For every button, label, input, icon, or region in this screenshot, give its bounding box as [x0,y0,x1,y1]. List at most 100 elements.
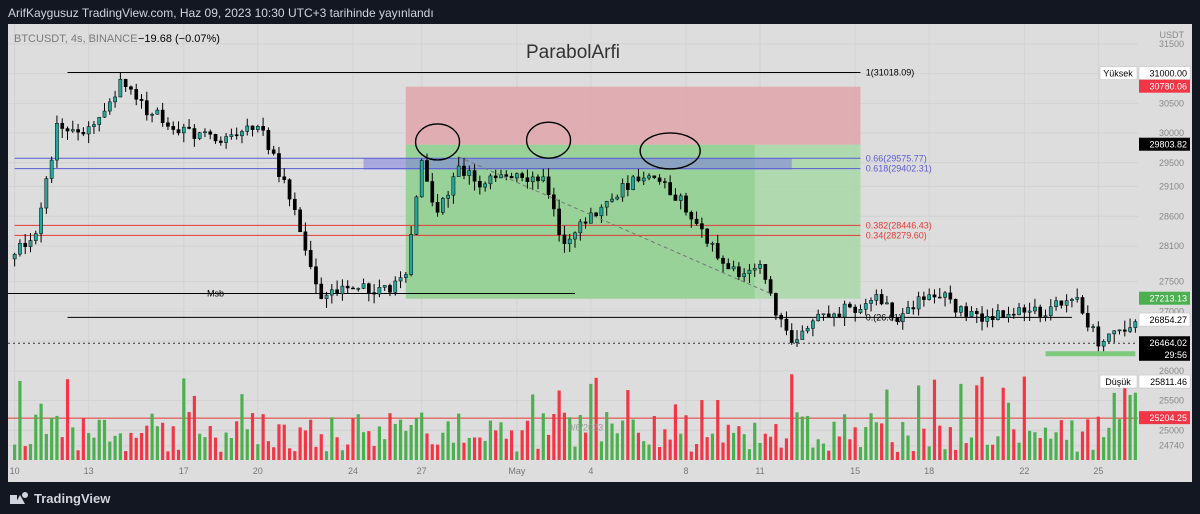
volume-bar [155,426,159,460]
candle-body [832,313,836,318]
volume-bar [753,422,757,460]
candle-body [1075,297,1080,300]
candle-body [229,134,234,137]
candle-body [277,153,281,177]
volume-bar [874,422,878,460]
candle-body [86,126,91,135]
volume-bar [383,439,387,460]
candle-body [520,173,524,178]
volume-bar [705,437,709,460]
symbol-name[interactable]: BTCUSDT, 4s, BINANCE [14,33,137,45]
candle-body [684,195,688,213]
price-label-bg [1139,411,1190,425]
volume-bar [298,427,302,460]
time-axis[interactable]: 10 13 17 20 24 27 May 4 8 11 15 18 22 25 [10,466,1104,476]
volume-bar [319,434,323,460]
volume-bar [145,425,149,460]
candle-body [118,78,123,98]
volume-bar [256,444,260,460]
volume-bar [1123,385,1127,460]
candle-body [895,317,900,322]
symbol-change: −19.68 (−0.07%) [138,33,220,45]
price-axis[interactable]: 3150031000305003000029500291002860028100… [1099,30,1191,451]
candle-body [1048,306,1053,316]
price-label-text: 27213.13 [1149,294,1187,304]
price-tick-label: 25500 [1159,396,1184,406]
chart-svg[interactable]: ParabolArfi 1(31018.09) 0.66(29575.77)0.6… [8,24,1192,482]
volume-bar [409,424,413,460]
candle-body [28,240,33,247]
volume-bar [594,377,598,460]
volume-bar [737,426,741,460]
volume-bar [895,451,900,460]
price-label-29:56[interactable]: 29:56 [1139,347,1190,361]
volume-bar [425,433,429,460]
volume-bar [975,385,979,460]
volume-bar [679,433,683,460]
volume-bar [1086,419,1090,460]
volume-bar [568,417,572,460]
time-tick-label: 22 [1019,466,1029,476]
price-label-26854.27[interactable]: 26854.27 [1138,312,1191,327]
candle-body [932,294,937,298]
price-label-27213.13[interactable]: 27213.13 [1139,291,1190,305]
candle-body [1033,306,1037,312]
price-label-bg [1138,374,1191,389]
volume-bar [509,430,514,460]
time-tick-label: 13 [84,466,94,476]
volume-bar [1022,376,1026,460]
candle-body [1133,321,1138,328]
candle-body [1128,327,1132,332]
volume-bar [631,419,635,460]
candle-body [155,109,160,115]
candle-body [361,283,366,289]
price-label-25811.46[interactable]: 25811.46 Düşük [1099,374,1191,389]
volume-bar [890,442,894,460]
volume-bar [229,438,233,460]
candle-body [181,126,186,134]
candle-body [18,242,22,255]
candle-body [430,181,435,203]
volume-bar [309,419,313,460]
volume-bar [404,430,408,460]
price-label-29803.82[interactable]: 29803.82 [1139,137,1190,151]
chart-area[interactable]: ParabolArfi 1(31018.09) 0.66(29575.77) 0.6… [8,24,1192,482]
candle-body [176,129,181,134]
volume-bar [1091,449,1095,460]
time-tick-label: 10 [10,466,20,476]
price-label-26464.02[interactable]: 26464.02 [1139,336,1190,350]
price-tick-label: 31500 [1159,39,1184,49]
candle-body [737,266,741,277]
candle-body [694,218,699,224]
price-label-30780.06[interactable]: 30780.06 [1139,79,1190,93]
candle-body [863,303,868,310]
candle-body [197,132,202,139]
volume-bar [991,444,995,460]
volume-bar [917,385,921,460]
candle-body [858,309,863,313]
volume-bar [795,412,799,460]
level-label-fib_0.34: 0.34(28279.60) [866,230,927,240]
time-tick-label: 24 [348,466,358,476]
volume-bar [636,432,641,460]
price-label-25204.25[interactable]: 25204.25 [1139,411,1190,425]
candle-body [1001,310,1006,318]
volume-bar [932,379,937,460]
candle-body [1054,300,1058,308]
candle-body [107,101,112,112]
candle-body [906,307,910,314]
price-label-bg [1139,79,1190,93]
volume-bar [689,451,693,460]
volume-bar [1001,387,1005,460]
candle-body [271,149,276,154]
candle-body [700,223,704,230]
candle-body [620,183,625,198]
candle-body [1112,330,1117,335]
price-label-prefix: Yüksek [1103,69,1133,79]
volume-bar [610,423,614,460]
candle-body [134,89,139,100]
price-label-bg [1138,312,1191,327]
price-label-text: 31000.00 [1149,69,1187,79]
price-label-31000.00[interactable]: 31000.00 Yüksek [1099,66,1191,80]
candle-body [123,78,128,87]
